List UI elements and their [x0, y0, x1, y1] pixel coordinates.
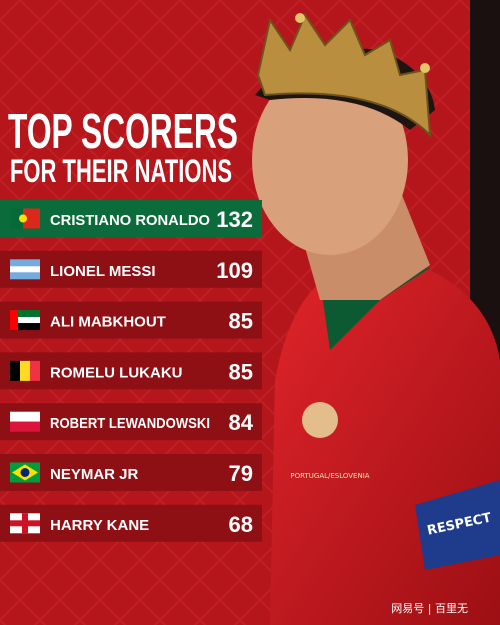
flag — [10, 520, 40, 527]
badge-text: PORTUGAL/ESLOVENIA — [290, 472, 369, 480]
flag — [23, 208, 40, 229]
flag — [10, 259, 40, 280]
goals: 85 — [229, 359, 253, 384]
row-background — [0, 403, 262, 441]
player-name: LIONEL MESSI — [50, 263, 156, 280]
flag — [10, 310, 18, 331]
player-name: ALI MABKHOUT — [50, 314, 166, 331]
ranking-row: NEYMAR JR 79 — [0, 454, 262, 491]
ranking-row: CRISTIANO RONALDO 132 — [0, 200, 262, 237]
flag — [10, 323, 40, 331]
flag — [19, 214, 27, 223]
row-background — [0, 504, 262, 542]
player-name: ROMELU LUKAKU — [50, 364, 183, 381]
flag — [10, 208, 23, 229]
ranking-row: ALI MABKHOUT 85 — [0, 301, 262, 339]
flag — [10, 317, 40, 324]
flag — [10, 310, 40, 318]
player-name: ROBERT LEWANDOWSKI — [50, 415, 210, 432]
goals: 79 — [229, 461, 253, 486]
flag — [20, 468, 30, 477]
row-background — [0, 250, 262, 288]
row-background — [0, 301, 262, 339]
flag — [10, 360, 40, 381]
row-background — [0, 454, 262, 491]
ranking-row: ROBERT LEWANDOWSKI 84 — [0, 403, 262, 441]
goals: 132 — [216, 207, 253, 232]
ranking-row: LIONEL MESSI 109 — [0, 250, 262, 288]
goals: 85 — [229, 309, 253, 334]
player-name: HARRY KANE — [50, 517, 149, 534]
player: PORTUGAL/ESLOVENIA RESPECT — [252, 12, 500, 625]
flag — [10, 360, 20, 381]
ranking-row: ROMELU LUKAKU 85 — [0, 352, 262, 390]
flag — [10, 266, 40, 273]
flag — [10, 411, 40, 432]
subtitle: FOR THEIR NATIONS — [10, 153, 232, 189]
goals: 68 — [229, 512, 253, 537]
row-background — [0, 200, 262, 237]
flag — [10, 310, 40, 331]
title: TOP SCORERS — [8, 105, 238, 159]
flag — [10, 411, 40, 422]
player-name: NEYMAR JR — [50, 466, 139, 483]
flag — [10, 208, 40, 229]
flag — [10, 513, 40, 534]
player-name: CRISTIANO RONALDO — [50, 212, 210, 229]
ranking-row: HARRY KANE 68 — [0, 504, 262, 542]
goals: 109 — [216, 258, 253, 283]
goals: 84 — [229, 410, 254, 435]
ranking-list: CRISTIANO RONALDO 132 LIONEL MESSI 109 ALI M… — [0, 200, 262, 542]
flag — [10, 462, 40, 483]
flag — [20, 360, 30, 381]
flag — [10, 421, 40, 432]
flag — [30, 360, 40, 381]
watermark: 网易号 | 百里无 — [391, 602, 468, 615]
row-background — [0, 352, 262, 390]
